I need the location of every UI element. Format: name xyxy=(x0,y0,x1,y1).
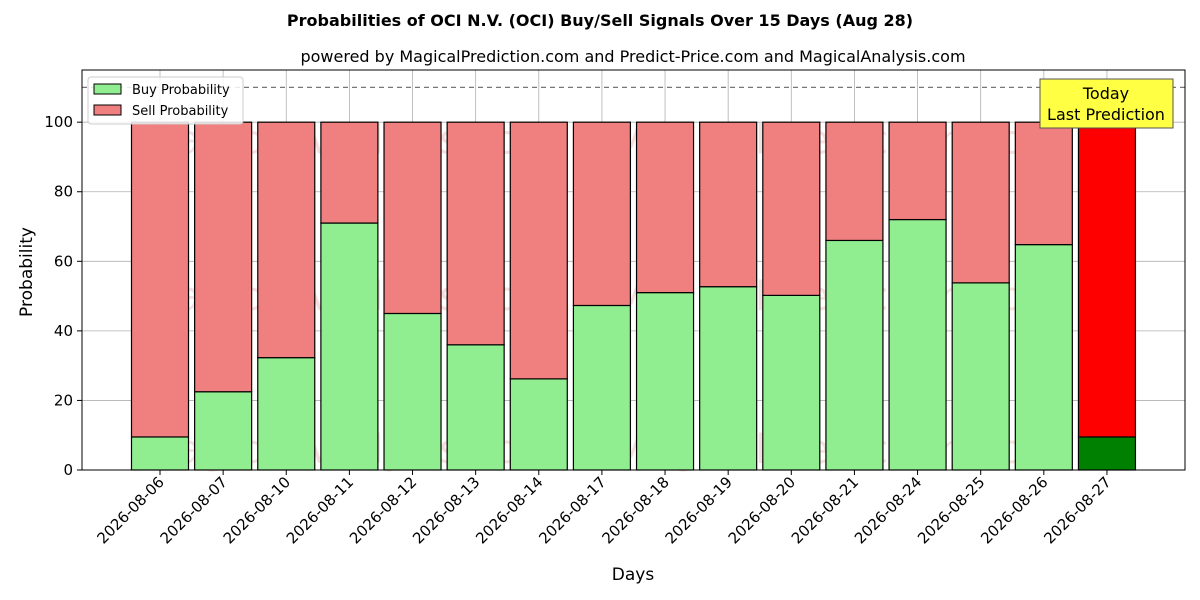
chart-title: Probabilities of OCI N.V. (OCI) Buy/Sell… xyxy=(287,11,913,30)
buy-bar xyxy=(951,282,1010,471)
buy-bar xyxy=(194,391,253,471)
sell-bar xyxy=(320,121,379,224)
y-axis-label: Probability xyxy=(17,227,37,317)
sell-bar xyxy=(825,121,884,242)
x-tick-label: 2026-08-20 xyxy=(725,473,799,547)
sell-bar xyxy=(572,121,632,307)
legend-swatch xyxy=(93,83,122,95)
legend-label: Sell Probability xyxy=(132,104,229,119)
chart-subtitle: powered by MagicalPrediction.com and Pre… xyxy=(300,47,965,66)
buy-bar xyxy=(257,357,316,471)
plot-area: 020406080100MagicalAnalysis.comMagicalPr… xyxy=(44,69,1186,547)
buy-bar xyxy=(635,292,695,471)
x-tick-label: 2026-08-27 xyxy=(1040,473,1114,547)
x-tick-label: 2026-08-24 xyxy=(851,473,925,547)
today-annotation: Today Last Prediction xyxy=(1039,78,1174,129)
x-tick-label: 2026-08-12 xyxy=(346,473,420,547)
buy-bar xyxy=(446,344,505,471)
x-tick-label: 2026-08-07 xyxy=(157,473,231,547)
annotation-text: Last Prediction xyxy=(1047,105,1165,124)
legend-label: Buy Probability xyxy=(132,83,230,98)
annotation-text: Today xyxy=(1082,84,1129,103)
sell-bar xyxy=(699,121,758,288)
annotation-box xyxy=(1039,78,1174,129)
plot-frame xyxy=(81,69,1186,471)
buy-bar xyxy=(130,436,190,471)
sell-bar xyxy=(1077,121,1137,438)
x-tick-label: 2026-08-14 xyxy=(472,473,546,547)
y-tick-label: 40 xyxy=(54,322,73,340)
x-tick-label: 2026-08-06 xyxy=(93,473,167,547)
buy-bar xyxy=(1077,436,1137,471)
sell-bar xyxy=(194,121,253,393)
y-tick-label: 0 xyxy=(63,461,73,479)
legend-box xyxy=(87,76,244,125)
sell-bar xyxy=(383,121,442,315)
buy-bar xyxy=(1014,244,1073,471)
x-axis-label: Days xyxy=(612,565,655,585)
sell-bar xyxy=(951,121,1010,284)
buy-bar xyxy=(320,222,379,471)
legend-swatch xyxy=(93,104,122,116)
buy-bar xyxy=(383,312,442,471)
sell-bar xyxy=(257,121,316,359)
sell-bar xyxy=(635,121,695,294)
sell-bar xyxy=(509,121,568,380)
y-tick-label: 80 xyxy=(54,183,73,201)
buy-bar xyxy=(825,239,884,471)
sell-bar xyxy=(130,121,190,438)
y-tick-label: 20 xyxy=(54,391,73,409)
buy-bar xyxy=(762,294,821,471)
buy-bar xyxy=(509,378,568,471)
x-tick-label: 2026-08-10 xyxy=(220,473,294,547)
buy-bar xyxy=(699,286,758,471)
x-tick-label: 2026-08-13 xyxy=(409,473,483,547)
x-tick-label: 2026-08-21 xyxy=(788,473,862,547)
buy-bar xyxy=(572,304,632,471)
sell-bar xyxy=(446,121,505,346)
x-tick-label: 2026-08-19 xyxy=(662,473,736,547)
legend: Buy Probability Sell Probability xyxy=(87,76,244,125)
sell-bar xyxy=(888,121,947,221)
y-tick-label: 100 xyxy=(44,113,73,131)
x-tick-label: 2026-08-25 xyxy=(914,473,988,547)
buy-bar xyxy=(888,218,947,471)
sell-bar xyxy=(762,121,821,296)
y-tick-label: 60 xyxy=(54,252,73,270)
x-tick-label: 2026-08-17 xyxy=(535,473,609,547)
x-tick-label: 2026-08-26 xyxy=(977,473,1051,547)
x-tick-label: 2026-08-11 xyxy=(283,473,357,547)
x-tick-label: 2026-08-18 xyxy=(598,473,672,547)
sell-bar xyxy=(1014,121,1073,246)
